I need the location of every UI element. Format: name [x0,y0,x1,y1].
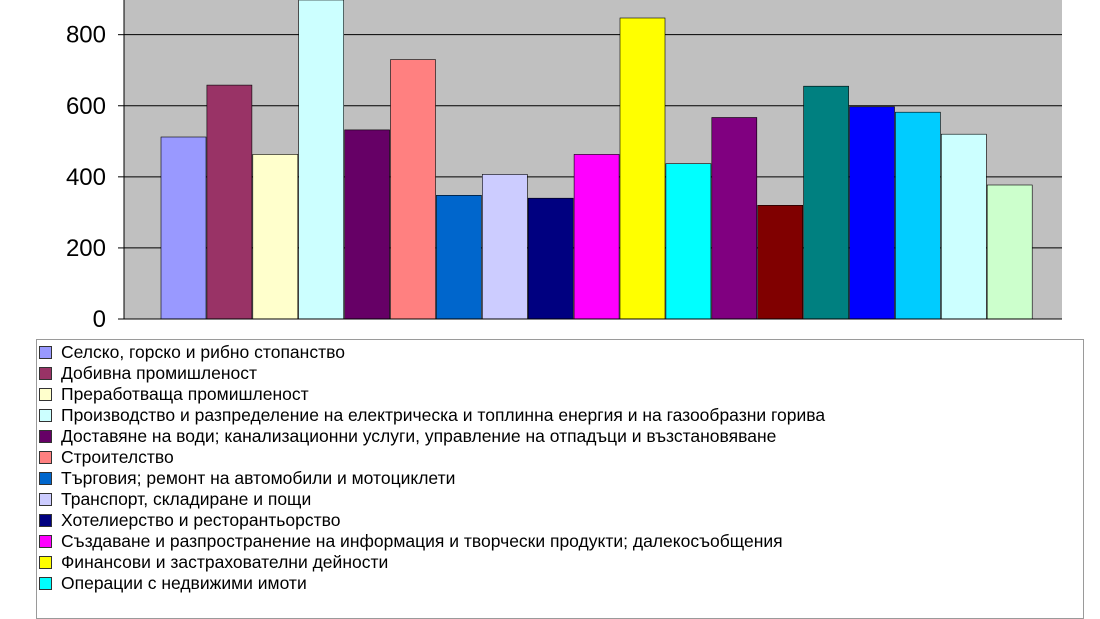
bar [527,197,574,320]
legend-label: Хотелиерство и ресторантьорство [61,510,341,530]
y-tick-label: 800 [66,22,106,49]
legend-item: Създаване и разпространение на информаци… [37,531,1083,552]
bar [436,195,482,320]
bar [390,59,436,320]
y-tick-label: 400 [66,164,106,191]
legend-label: Добивна промишленост [61,363,258,383]
legend-item: Производство и разпределение на електрич… [37,405,1083,426]
legend-swatch [39,493,52,506]
bar [895,111,941,320]
legend-item: Финансови и застрахователни дейности [37,552,1083,573]
legend-item: Преработваща промишленост [37,384,1083,405]
y-tick-label: 600 [66,93,106,120]
bar [986,184,1033,320]
legend-label: Търговия; ремонт на автомобили и мотоцик… [61,468,456,488]
legend-item: Търговия; ремонт на автомобили и мотоцик… [37,468,1083,489]
legend-label: Преработваща промишленост [61,384,309,404]
bar [206,84,253,320]
legend-swatch [39,556,52,569]
legend-swatch [39,388,52,401]
legend: Селско, горско и рибно стопанство Добивна… [36,339,1084,619]
legend-swatch [39,472,52,485]
legend-swatch [39,577,52,590]
bar [573,154,620,320]
bar [940,133,987,320]
bar [665,163,712,320]
legend-item: Транспорт, складиране и пощи [37,489,1083,510]
legend-label: Операции с недвижими имоти [61,573,307,593]
legend-swatch [39,535,52,548]
legend-label: Селско, горско и рибно стопанство [61,342,345,362]
legend-swatch [39,409,52,422]
y-axis: 0 200 400 600 800 [66,0,1062,333]
bar [757,205,804,320]
legend-item: Добивна промишленост [37,363,1083,384]
legend-item: Операции с недвижими имоти [37,573,1083,594]
legend-item: Селско, горско и рибно стопанство [37,342,1083,363]
bar [849,106,895,320]
bar [711,117,758,320]
legend-label: Създаване и разпространение на информаци… [61,531,783,551]
y-tick-label: 0 [93,306,106,333]
legend-label: Финансови и застрахователни дейности [61,552,389,572]
bars [160,0,1033,320]
legend-label: Транспорт, складиране и пощи [61,489,312,509]
legend-label: Доставяне на води; канализационни услуги… [61,426,777,446]
legend-swatch [39,346,52,359]
legend-item: Строителство [37,447,1083,468]
legend-swatch [39,430,52,443]
bar [481,174,528,320]
bar-chart: 0 200 400 600 800 [66,0,1062,333]
legend-label: Производство и разпределение на електрич… [61,405,826,425]
y-tick-label: 200 [66,235,106,262]
bar [160,136,207,320]
legend-swatch [39,451,52,464]
legend-label: Строителство [61,447,174,467]
legend-item: Доставяне на води; канализационни услуги… [37,426,1083,447]
bar [298,0,345,320]
bar [803,85,849,320]
legend-swatch [39,514,52,527]
bar [344,129,390,320]
bar [619,17,666,320]
legend-swatch [39,367,52,380]
legend-item: Хотелиерство и ресторантьорство [37,510,1083,531]
bar [252,154,299,320]
